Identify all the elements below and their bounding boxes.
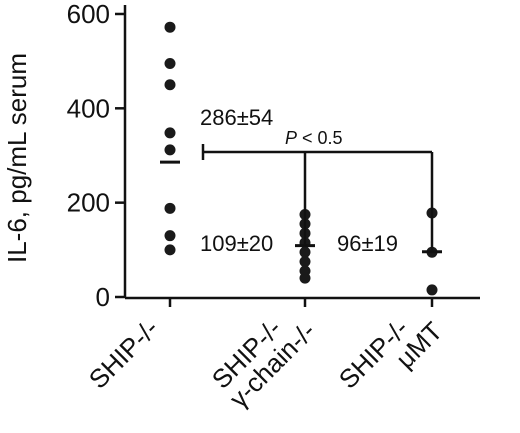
y-tick-label: 400 <box>67 93 110 123</box>
p-value-letter: P <box>285 128 297 148</box>
x-tick-label-line: SHIP-/- <box>83 313 164 394</box>
data-point <box>164 144 176 156</box>
x-tick-label: SHIP-/-γ-chain-/- <box>205 297 321 413</box>
y-tick-label: 0 <box>96 282 110 312</box>
mean-label-ship: 286±54 <box>200 105 273 130</box>
mean-label-gamma-chain: 109±20 <box>200 231 273 256</box>
p-value-annotation: P < 0.5 <box>285 128 343 148</box>
mean-label-mumt: 96±19 <box>337 231 398 256</box>
x-tick-labels: SHIP-/- SHIP-/-γ-chain-/- SHIP-/-μMT <box>83 297 449 414</box>
y-tick-label: 200 <box>67 188 110 218</box>
data-point <box>164 58 176 70</box>
y-axis-label: IL-6, pg/mL serum <box>2 53 32 263</box>
data-point <box>164 202 176 214</box>
data-point <box>164 230 176 242</box>
data-point <box>299 272 311 284</box>
data-point <box>299 246 311 258</box>
x-tick-label: SHIP-/-μMT <box>333 297 449 413</box>
y-ticks: 0 200 400 600 <box>67 0 125 312</box>
data-point <box>426 284 438 296</box>
data-point <box>299 256 311 268</box>
y-tick-label: 600 <box>67 0 110 29</box>
data-point <box>164 127 176 139</box>
x-tick-label: SHIP-/- <box>83 313 164 394</box>
p-value-rest: < 0.5 <box>297 128 343 148</box>
significance-bracket <box>201 144 434 252</box>
data-point <box>164 79 176 91</box>
data-point <box>164 21 176 33</box>
data-point <box>164 244 176 256</box>
